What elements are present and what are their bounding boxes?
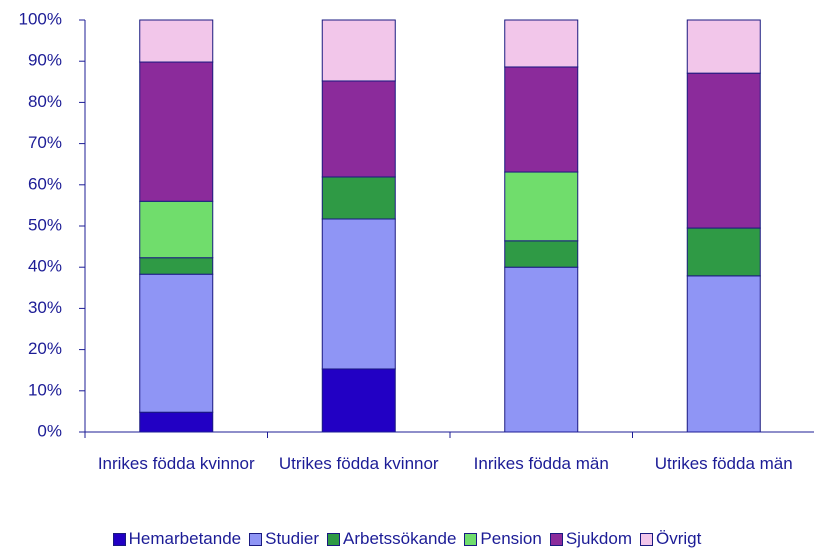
bar-segment	[139, 411, 214, 433]
y-tick-label: 10%	[28, 380, 62, 399]
bar-segment	[504, 240, 579, 268]
bar-segment	[321, 19, 396, 82]
bar-segment	[686, 19, 761, 74]
bar-segment	[139, 200, 214, 259]
bar-segment	[504, 19, 579, 68]
bar-segment	[139, 273, 214, 413]
bar-segment	[321, 368, 396, 433]
bar-segment	[139, 19, 214, 63]
legend-swatch	[327, 532, 340, 546]
bar-segment	[321, 218, 396, 370]
bar-segment	[686, 275, 761, 433]
bar-segment	[504, 266, 579, 433]
legend-label: Arbetssökande	[343, 529, 457, 548]
x-tick-label: Inrikes födda män	[473, 454, 609, 473]
legend-item: Pension	[464, 529, 542, 549]
legend-swatch	[639, 532, 653, 546]
y-tick-label: 50%	[28, 215, 62, 234]
y-tick-label: 70%	[28, 133, 62, 152]
bar-segment	[686, 72, 761, 229]
bar-segment	[504, 171, 579, 242]
x-tick-label: Inrikes födda kvinnor	[97, 454, 255, 473]
bar-segment	[321, 176, 396, 220]
legend-swatch	[112, 532, 126, 546]
legend-swatch	[549, 532, 563, 546]
legend-swatch	[464, 532, 478, 546]
bar-segment	[139, 61, 214, 202]
y-tick-label: 90%	[28, 51, 62, 70]
bar-segment	[504, 66, 579, 173]
y-tick-label: 100%	[19, 9, 62, 28]
legend-label: Hemarbetande	[128, 529, 242, 548]
legend-label: Övrigt	[655, 529, 702, 548]
y-tick-label: 20%	[28, 339, 62, 358]
y-tick-label: 60%	[28, 174, 62, 193]
legend-label: Pension	[480, 529, 542, 548]
bar-segment	[321, 80, 396, 178]
legend-label: Studier	[265, 529, 319, 548]
legend-item: Övrigt	[639, 529, 702, 549]
y-tick-label: 40%	[28, 257, 62, 276]
bar-segment	[686, 227, 761, 277]
y-tick-label: 0%	[37, 421, 62, 440]
x-tick-label: Utrikes födda kvinnor	[278, 454, 439, 473]
legend: Hemarbetande Studier Arbetssökande Pension S…	[0, 529, 814, 549]
legend-label: Sjukdom	[565, 529, 632, 548]
legend-item: Arbetssökande	[327, 529, 456, 549]
legend-swatch	[249, 532, 263, 546]
bar-segment	[139, 257, 214, 275]
y-tick-label: 30%	[28, 298, 62, 317]
y-tick-label: 80%	[28, 92, 62, 111]
legend-item: Hemarbetande	[112, 529, 242, 549]
legend-item: Studier	[249, 529, 319, 549]
x-tick-label: Utrikes födda män	[654, 454, 793, 473]
legend-item: Sjukdom	[549, 529, 632, 549]
